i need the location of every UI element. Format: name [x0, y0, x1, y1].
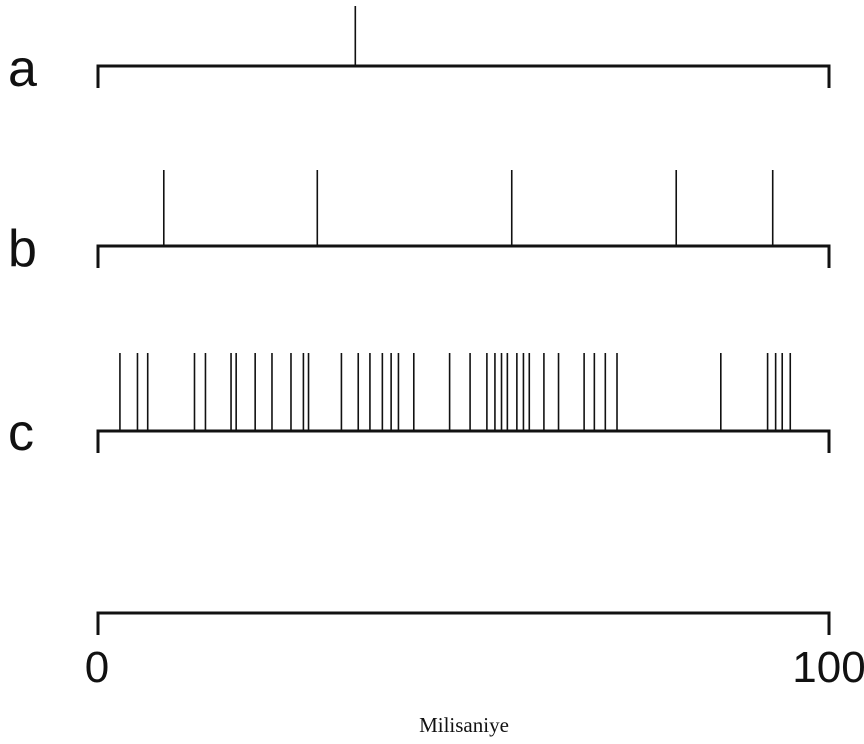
time-track	[96, 64, 831, 88]
raster-row-a: a	[8, 6, 831, 98]
x-tick-label-min: 0	[85, 643, 109, 692]
raster-row-axis	[96, 611, 831, 635]
row-label: c	[8, 404, 34, 462]
x-axis-title: Milisaniye	[419, 713, 509, 737]
row-label: a	[8, 40, 37, 98]
time-track	[96, 611, 831, 635]
raster-row-c: c	[8, 353, 831, 462]
x-tick-label-max: 100	[792, 643, 864, 692]
raster-row-b: b	[8, 170, 831, 278]
raster-rows: a b c	[8, 6, 831, 635]
time-track	[96, 429, 831, 453]
row-label: b	[8, 220, 37, 278]
time-track	[96, 244, 831, 268]
